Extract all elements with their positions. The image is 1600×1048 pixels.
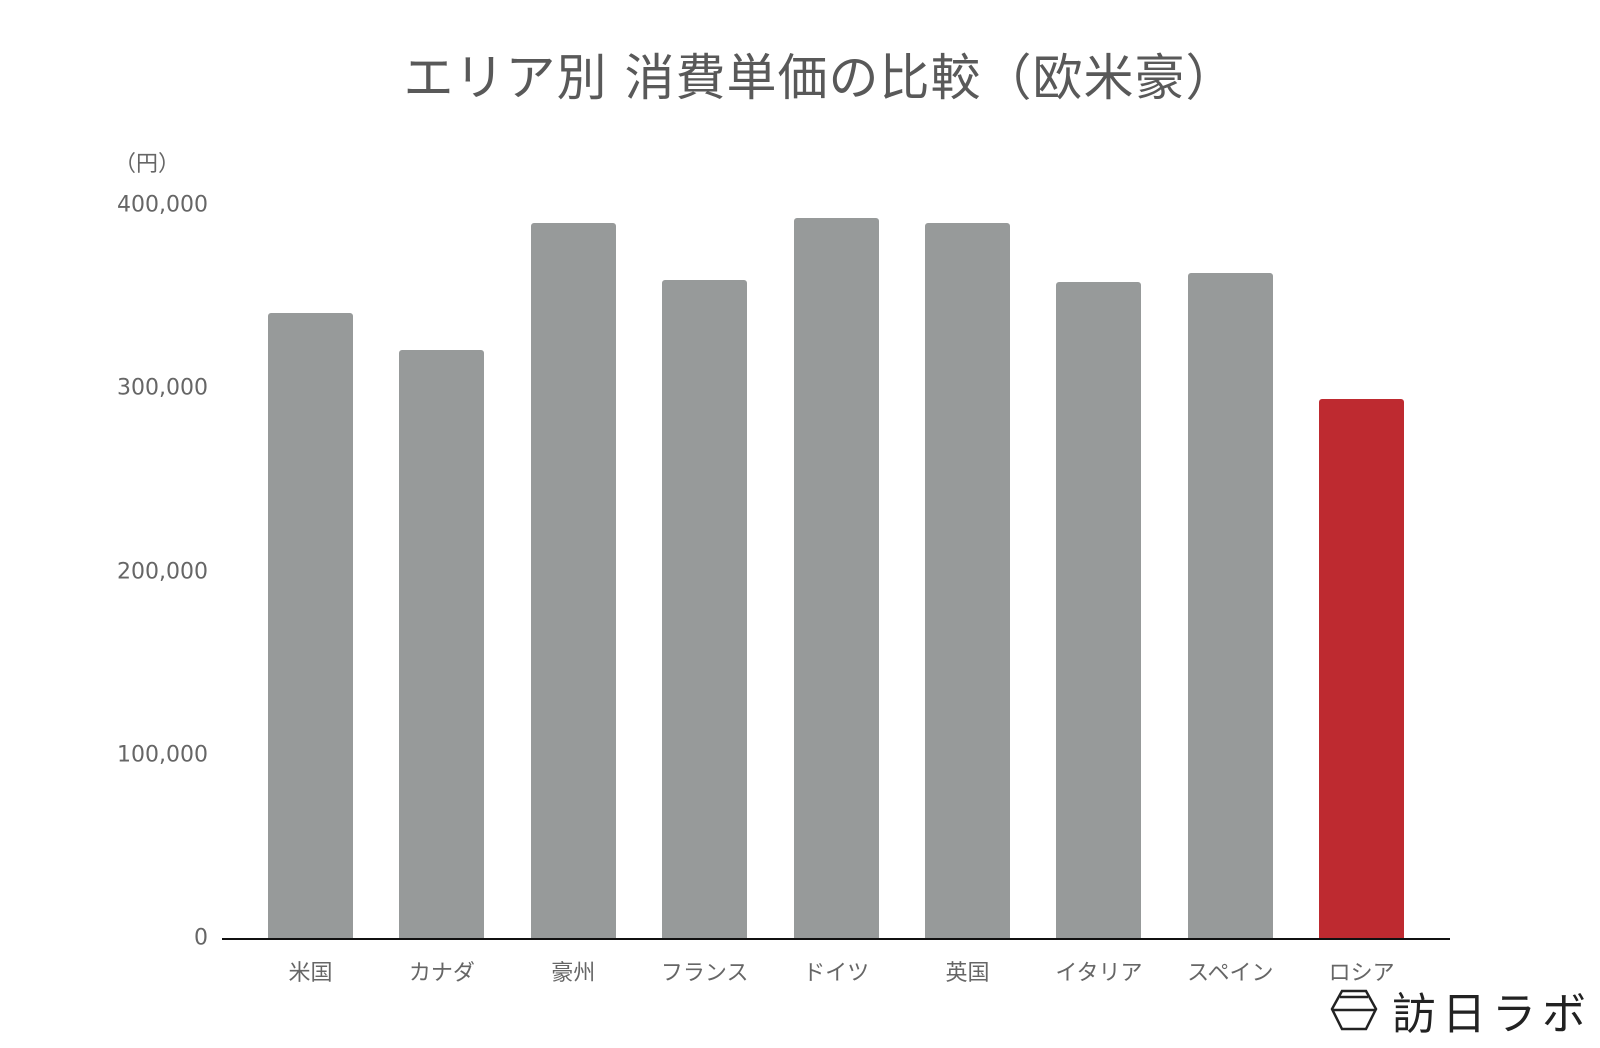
y-tick-label: 100,000 [117, 742, 208, 768]
x-axis-line [222, 938, 1450, 940]
bar-2 [530, 223, 616, 938]
x-tick-label: 英国 [945, 961, 990, 986]
brand-logo: 訪日ラボ [1330, 985, 1592, 1040]
x-tick-label: ドイツ [803, 961, 870, 986]
y-tick-label: 200,000 [117, 559, 208, 584]
bar-0 [268, 313, 353, 938]
chart-title: エリア別 消費単価の比較（欧米豪） [403, 49, 1237, 107]
y-axis-unit: （円） [114, 152, 181, 177]
bar-5 [925, 223, 1010, 938]
bar-6 [1056, 281, 1142, 938]
x-tick-label: ロシア [1328, 961, 1395, 986]
bar-7 [1187, 272, 1273, 938]
x-tick-label: 豪州 [551, 961, 596, 986]
bar-4 [793, 217, 879, 938]
x-tick-label: カナダ [408, 961, 475, 986]
y-tick-label: 400,000 [117, 192, 208, 218]
bar-8 [1319, 399, 1405, 938]
bar-3 [662, 280, 748, 938]
y-tick-label: 300,000 [117, 375, 208, 401]
x-tick-label: イタリア [1055, 961, 1143, 986]
hexagon-logo-icon [1330, 989, 1378, 1031]
x-tick-label: 米国 [288, 961, 333, 986]
x-tick-label: スペイン [1187, 961, 1274, 986]
bar-1 [399, 349, 485, 938]
x-tick-label: フランス [660, 961, 749, 986]
y-tick-label: 0 [194, 925, 208, 951]
logo-text: 訪日ラボ [1392, 989, 1592, 1040]
